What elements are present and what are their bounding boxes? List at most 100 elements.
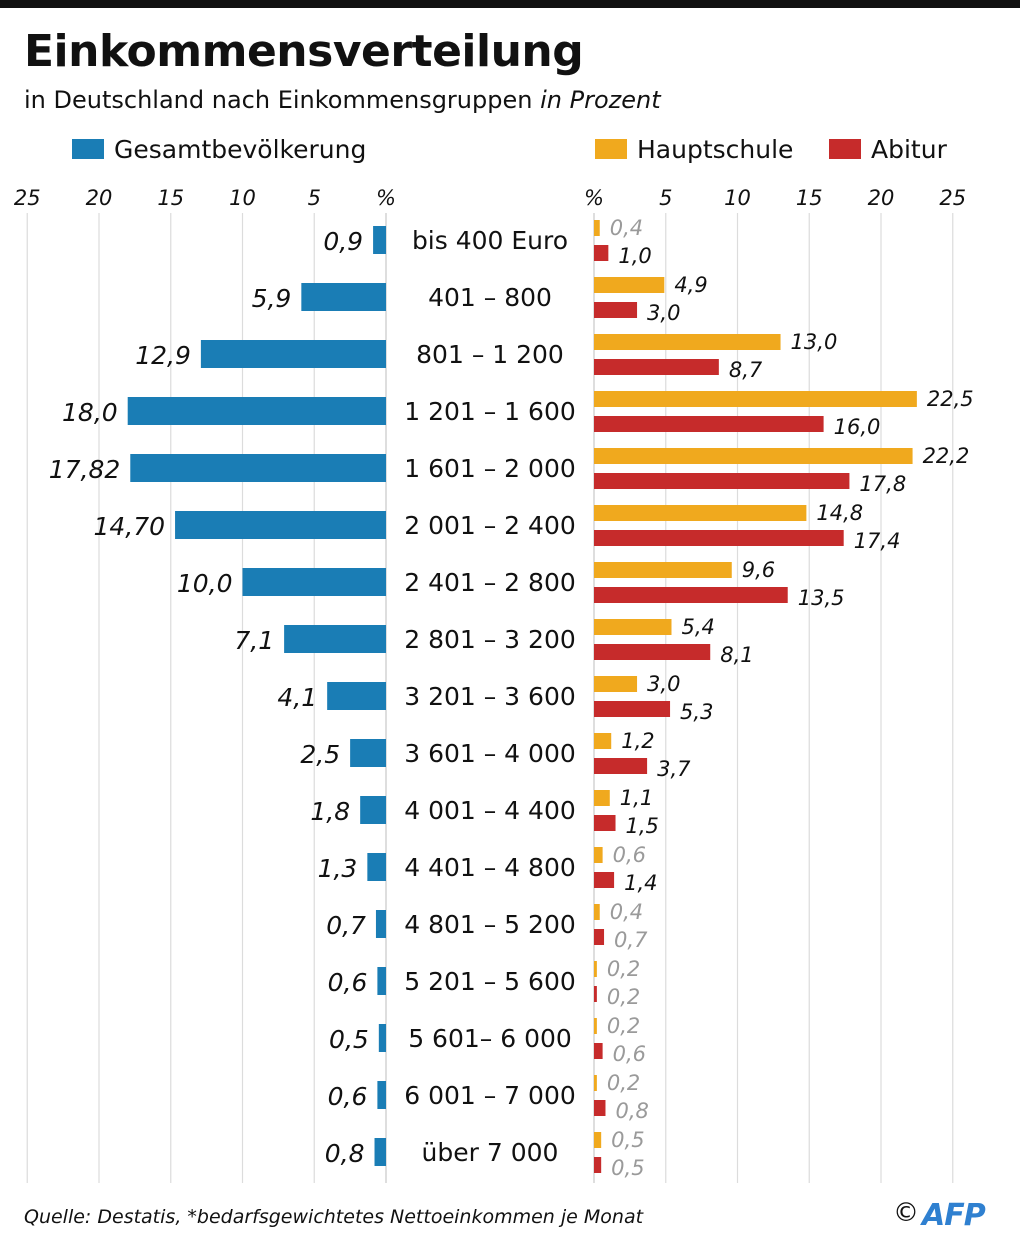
bar-abitur bbox=[594, 587, 788, 603]
axis-tick-label-right: 10 bbox=[724, 186, 751, 210]
bar-hauptschule bbox=[594, 961, 597, 977]
data-label-gesamtbevoelkerung: 0,9 bbox=[323, 227, 363, 256]
bar-gesamtbevoelkerung bbox=[200, 340, 386, 368]
data-label-abitur: 1,0 bbox=[618, 244, 651, 268]
copyright-symbol: © bbox=[893, 1198, 919, 1228]
bar-abitur bbox=[594, 929, 605, 945]
category-label: 1 201 – 1 600 bbox=[404, 397, 576, 426]
bar-hauptschule bbox=[594, 220, 600, 236]
axis-tick-label-left: 25 bbox=[14, 186, 41, 210]
bar-abitur bbox=[594, 986, 597, 1002]
data-label-hauptschule: 22,2 bbox=[923, 444, 970, 468]
bar-abitur bbox=[594, 245, 609, 261]
bar-gesamtbevoelkerung bbox=[367, 853, 386, 881]
bar-gesamtbevoelkerung bbox=[327, 682, 386, 710]
bar-hauptschule bbox=[594, 505, 807, 521]
bar-gesamtbevoelkerung bbox=[373, 226, 386, 254]
data-label-abitur: 17,8 bbox=[859, 472, 906, 496]
category-label: 2 001 – 2 400 bbox=[404, 511, 576, 540]
data-label-hauptschule: 0,4 bbox=[610, 900, 643, 924]
bar-abitur bbox=[594, 530, 844, 546]
category-label: 4 401 – 4 800 bbox=[404, 853, 576, 882]
bar-gesamtbevoelkerung bbox=[377, 1081, 386, 1109]
axis-tick-label-left: 10 bbox=[229, 186, 256, 210]
subtitle-unit: in Prozent bbox=[540, 86, 661, 114]
bar-gesamtbevoelkerung bbox=[374, 1138, 386, 1166]
data-label-gesamtbevoelkerung: 18,0 bbox=[62, 398, 118, 427]
bar-hauptschule bbox=[594, 1132, 602, 1148]
data-label-abitur: 16,0 bbox=[834, 415, 881, 439]
data-label-gesamtbevoelkerung: 12,9 bbox=[135, 341, 191, 370]
category-label: 4 801 – 5 200 bbox=[404, 910, 576, 939]
bar-abitur bbox=[594, 815, 616, 831]
bar-gesamtbevoelkerung bbox=[130, 454, 386, 482]
bar-abitur bbox=[594, 473, 850, 489]
data-label-gesamtbevoelkerung: 1,3 bbox=[318, 854, 358, 883]
bar-abitur bbox=[594, 416, 824, 432]
category-label: 2 401 – 2 800 bbox=[404, 568, 576, 597]
data-label-gesamtbevoelkerung: 0,6 bbox=[328, 1082, 368, 1111]
data-label-hauptschule: 0,2 bbox=[607, 1014, 640, 1038]
axis-tick-label-left: % bbox=[376, 186, 396, 210]
data-label-abitur: 0,8 bbox=[615, 1099, 648, 1123]
category-label: 5 601– 6 000 bbox=[408, 1024, 572, 1053]
axis-tick-label-right: 25 bbox=[939, 186, 966, 210]
bar-gesamtbevoelkerung bbox=[301, 283, 386, 311]
axis-tick-label-left: 20 bbox=[86, 186, 113, 210]
legend-label: Hauptschule bbox=[637, 134, 794, 164]
data-label-abitur: 3,7 bbox=[657, 757, 691, 781]
chart-title: Einkommensverteilung bbox=[24, 26, 584, 77]
data-label-gesamtbevoelkerung: 0,7 bbox=[326, 911, 366, 940]
axis-tick-label-right: % bbox=[584, 186, 604, 210]
axis-tick-label-right: 5 bbox=[659, 186, 672, 210]
data-label-abitur: 3,0 bbox=[647, 301, 680, 325]
data-label-hauptschule: 0,6 bbox=[613, 843, 646, 867]
bar-hauptschule bbox=[594, 619, 672, 635]
data-label-hauptschule: 5,4 bbox=[681, 615, 714, 639]
data-label-hauptschule: 0,5 bbox=[611, 1128, 644, 1152]
data-label-hauptschule: 0,2 bbox=[607, 957, 640, 981]
category-label: 401 – 800 bbox=[428, 283, 552, 312]
data-label-gesamtbevoelkerung: 0,5 bbox=[329, 1025, 369, 1054]
bar-abitur bbox=[594, 359, 719, 375]
legend-swatch-yellow bbox=[595, 139, 627, 159]
legend-item-gesamtbevoelkerung: Gesamtbevölkerung bbox=[72, 134, 366, 164]
data-label-hauptschule: 14,8 bbox=[816, 501, 863, 525]
bar-abitur bbox=[594, 1157, 602, 1173]
data-label-abitur: 17,4 bbox=[854, 529, 901, 553]
data-label-gesamtbevoelkerung: 4,1 bbox=[277, 683, 317, 712]
legend-swatch-red bbox=[829, 139, 861, 159]
legend-label: Gesamtbevölkerung bbox=[114, 134, 367, 164]
data-label-abitur: 0,6 bbox=[613, 1042, 646, 1066]
data-label-gesamtbevoelkerung: 0,6 bbox=[328, 968, 368, 997]
bar-gesamtbevoelkerung bbox=[175, 511, 386, 539]
bar-abitur bbox=[594, 644, 711, 660]
bar-abitur bbox=[594, 302, 638, 318]
axis-tick-label-right: 15 bbox=[796, 186, 823, 210]
category-label: bis 400 Euro bbox=[412, 226, 568, 255]
data-label-abitur: 1,5 bbox=[626, 814, 659, 838]
data-label-gesamtbevoelkerung: 0,8 bbox=[325, 1139, 365, 1168]
legend-item-abitur: Abitur bbox=[829, 134, 947, 164]
bar-hauptschule bbox=[594, 1018, 597, 1034]
bar-abitur bbox=[594, 1100, 606, 1116]
data-label-gesamtbevoelkerung: 14,70 bbox=[93, 512, 165, 541]
data-label-hauptschule: 1,2 bbox=[621, 729, 654, 753]
category-label: 4 001 – 4 400 bbox=[404, 796, 576, 825]
category-label: 5 201 – 5 600 bbox=[404, 967, 576, 996]
data-label-gesamtbevoelkerung: 2,5 bbox=[300, 740, 340, 769]
bar-hauptschule bbox=[594, 391, 917, 407]
bar-hauptschule bbox=[594, 733, 612, 749]
bar-abitur bbox=[594, 701, 671, 717]
bar-hauptschule bbox=[594, 904, 600, 920]
bar-gesamtbevoelkerung bbox=[378, 1024, 386, 1052]
bar-hauptschule bbox=[594, 676, 638, 692]
data-label-hauptschule: 9,6 bbox=[742, 558, 775, 582]
data-label-abitur: 5,3 bbox=[680, 700, 713, 724]
data-label-abitur: 8,1 bbox=[720, 643, 753, 667]
category-label: 3 201 – 3 600 bbox=[404, 682, 576, 711]
data-label-gesamtbevoelkerung: 1,8 bbox=[310, 797, 350, 826]
bar-abitur bbox=[594, 758, 648, 774]
category-label: 6 001 – 7 000 bbox=[404, 1081, 576, 1110]
